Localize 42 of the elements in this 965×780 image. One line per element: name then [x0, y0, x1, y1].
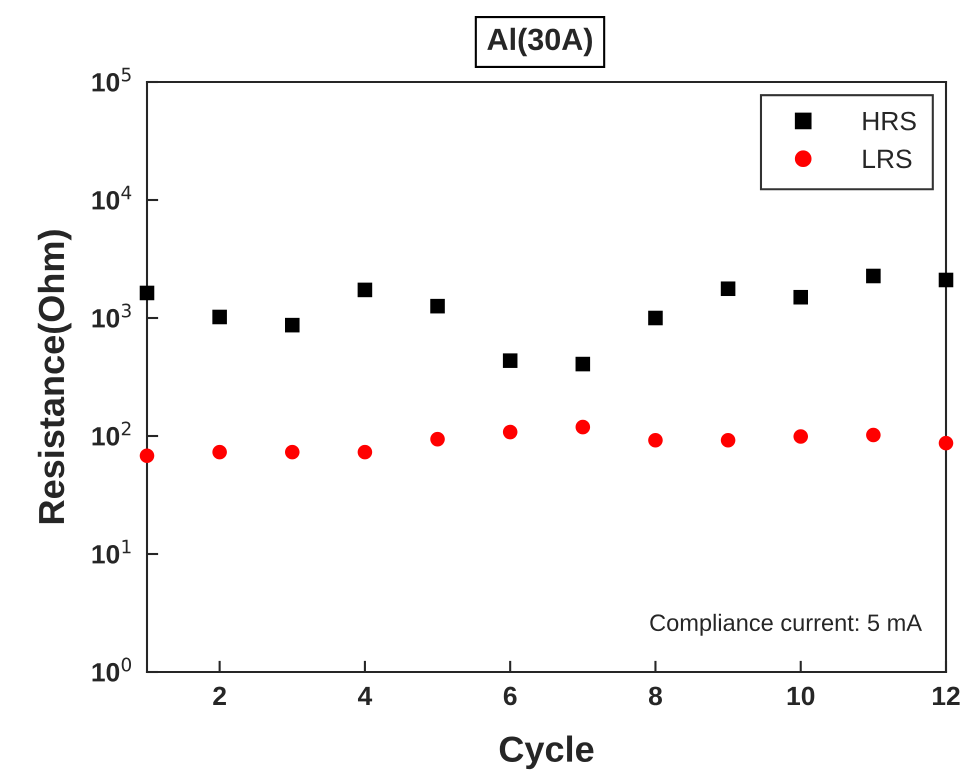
x-tick-label: 12: [932, 686, 960, 706]
x-tick-label: 8: [648, 686, 662, 706]
point: [358, 282, 372, 298]
point: [284, 318, 300, 332]
point: [140, 286, 154, 300]
point: [866, 428, 881, 442]
y-tick-label: 10$^{2}$: [92, 422, 130, 446]
x-tick-label: 6: [504, 686, 517, 706]
point: [938, 436, 954, 450]
point: [938, 272, 954, 288]
point: [212, 444, 227, 460]
y-tick-label: 10$^{5}$: [92, 68, 131, 92]
y-tick-label: 10$^{3}$: [92, 304, 131, 328]
chart-title: Al(30A): [487, 28, 592, 56]
point: [140, 448, 154, 464]
point: [720, 432, 736, 448]
point: [358, 444, 372, 460]
x-tick-label: 4: [358, 686, 372, 706]
point: [866, 268, 881, 284]
point: [648, 310, 663, 326]
point: [430, 432, 445, 446]
point: [648, 432, 663, 448]
legend-label: HRS: [863, 112, 916, 130]
point: [284, 444, 300, 460]
y-tick-label: 10$^{0}$: [92, 658, 132, 682]
point: [502, 424, 518, 440]
point: [502, 353, 518, 368]
point: [793, 429, 808, 444]
point: [720, 281, 736, 296]
x-axis-title: Cycle: [500, 735, 594, 770]
point: [793, 290, 808, 305]
legend-label: LRS: [863, 150, 912, 168]
y-tick-label: 10$^{4}$: [92, 186, 132, 210]
point: [212, 310, 227, 324]
point: [576, 356, 590, 372]
y-axis-title: Resistance(Ohm): [38, 230, 72, 524]
point: [430, 298, 445, 314]
y-tick-label: 10$^{1}$: [92, 540, 131, 564]
x-tick-label: 2: [213, 686, 226, 706]
x-tick-label: 10: [788, 686, 814, 706]
annotation: Compliance current: 5 mA: [650, 614, 922, 636]
point: [576, 420, 590, 434]
